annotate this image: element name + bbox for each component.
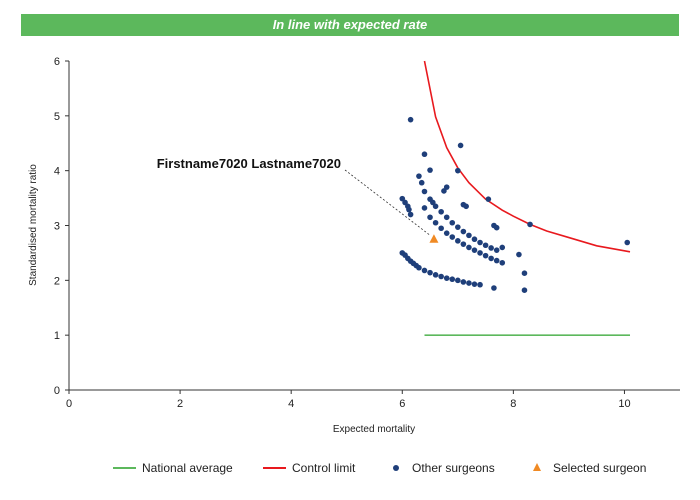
y-tick-label: 3 [54, 221, 60, 233]
other-surgeons-point[interactable] [438, 273, 444, 280]
other-surgeons-point[interactable] [460, 228, 467, 235]
other-surgeons-point[interactable] [432, 272, 439, 278]
other-surgeons-point[interactable] [488, 255, 494, 262]
legend-national-average-label: National average [142, 461, 233, 475]
other-surgeons-point[interactable] [499, 259, 506, 266]
annotation: Firstname7020 Lastname7020 [157, 156, 431, 236]
other-surgeons-point[interactable] [421, 151, 428, 158]
x-axis-label: Expected mortality [333, 424, 415, 435]
other-surgeons-point[interactable] [516, 251, 522, 258]
other-surgeons-point[interactable] [477, 281, 483, 288]
other-surgeons-point[interactable] [477, 239, 483, 246]
series-layer [399, 60, 631, 336]
other-surgeons-point[interactable] [493, 224, 500, 231]
other-surgeons-point[interactable] [418, 179, 425, 186]
other-surgeons-point[interactable] [527, 221, 533, 228]
other-surgeons-point[interactable] [457, 142, 464, 149]
other-surgeons-point[interactable] [466, 244, 472, 251]
other-surgeons-point[interactable] [416, 173, 422, 179]
other-surgeons-point[interactable] [443, 230, 450, 236]
legend-selected-surgeon-swatch [533, 463, 541, 471]
y-tick-label: 1 [54, 330, 60, 342]
other-surgeons-point[interactable] [471, 236, 478, 243]
other-surgeons-point[interactable] [466, 232, 472, 239]
control-limit-line [423, 60, 631, 253]
other-surgeons-point[interactable] [427, 167, 433, 173]
y-tick-label: 0 [54, 385, 60, 397]
other-surgeons-point[interactable] [455, 224, 461, 230]
y-tick-label: 4 [54, 166, 60, 178]
legend: National average Control limit Other sur… [113, 461, 646, 475]
other-surgeons-point[interactable] [466, 280, 472, 286]
chart-banner: In line with expected rate [21, 14, 679, 36]
x-tick-label: 6 [399, 398, 405, 410]
other-surgeons-point[interactable] [421, 205, 428, 211]
other-surgeons-point[interactable] [471, 247, 478, 253]
other-surgeons-point[interactable] [443, 214, 450, 221]
legend-other-surgeons-swatch [393, 465, 399, 471]
x-tick-label: 2 [177, 398, 183, 410]
other-surgeons-point[interactable] [482, 242, 489, 249]
y-tick-label: 5 [54, 111, 60, 123]
other-surgeons-point[interactable] [441, 188, 447, 194]
other-surgeons-point[interactable] [443, 275, 450, 281]
other-surgeons-point[interactable] [421, 267, 428, 274]
other-surgeons-point[interactable] [443, 184, 450, 190]
other-surgeons-point[interactable] [493, 257, 500, 264]
other-surgeons-point[interactable] [521, 270, 528, 277]
x-tick-label: 0 [66, 398, 72, 410]
other-surgeons-point[interactable] [399, 195, 406, 202]
other-surgeons-point[interactable] [427, 214, 433, 221]
axes [68, 61, 680, 391]
x-tick-label: 10 [618, 398, 630, 410]
other-surgeons-point[interactable] [427, 269, 433, 276]
other-surgeons-point[interactable] [455, 277, 461, 284]
other-surgeons-point[interactable] [493, 247, 500, 253]
other-surgeons-point[interactable] [485, 196, 492, 202]
other-surgeons-point[interactable] [407, 211, 414, 218]
x-tick-label: 8 [510, 398, 516, 410]
legend-other-surgeons-label: Other surgeons [412, 461, 495, 475]
other-surgeons-point[interactable] [421, 188, 428, 195]
other-surgeons-point[interactable] [499, 244, 506, 251]
other-surgeons-point[interactable] [430, 199, 436, 206]
legend-control-limit-label: Control limit [292, 461, 356, 475]
legend-selected-surgeon-label: Selected surgeon [553, 461, 646, 475]
annotation-leader-line [344, 169, 431, 236]
other-surgeons-point[interactable] [416, 264, 422, 271]
other-surgeons-point[interactable] [432, 219, 439, 226]
other-surgeons-point[interactable] [406, 206, 412, 213]
y-axis-label: Standardised mortality ratio [28, 164, 39, 286]
other-surgeons-point[interactable] [455, 167, 461, 174]
y-ticks: 0 1 2 3 4 5 6 [54, 56, 69, 397]
other-surgeons-point[interactable] [463, 203, 469, 210]
other-surgeons-point[interactable] [624, 239, 631, 246]
other-surgeons-point[interactable] [482, 252, 489, 259]
selected-surgeon-point[interactable] [429, 234, 439, 243]
other-surgeons-point[interactable] [449, 276, 456, 283]
other-surgeons-point[interactable] [477, 250, 483, 256]
other-surgeons-point[interactable] [460, 241, 467, 247]
other-surgeons-point[interactable] [449, 219, 456, 226]
other-surgeons-point[interactable] [402, 199, 408, 206]
other-surgeons-point[interactable] [407, 116, 414, 123]
other-surgeons-point[interactable] [438, 208, 444, 215]
other-surgeons-point[interactable] [521, 287, 528, 294]
y-tick-label: 2 [54, 275, 60, 287]
other-surgeons-point[interactable] [432, 203, 439, 210]
x-tick-label: 4 [288, 398, 294, 410]
other-surgeons-point[interactable] [488, 245, 494, 251]
other-surgeons-point[interactable] [449, 234, 456, 240]
x-ticks: 0 2 4 6 8 10 [66, 390, 631, 410]
annotation-label: Firstname7020 Lastname7020 [157, 156, 341, 171]
other-surgeons-point[interactable] [471, 281, 478, 287]
other-surgeons-point[interactable] [460, 279, 467, 285]
y-tick-label: 6 [54, 56, 60, 68]
other-surgeons-point[interactable] [438, 225, 444, 232]
other-surgeons-point[interactable] [491, 285, 497, 291]
other-surgeons-point[interactable] [455, 238, 461, 244]
